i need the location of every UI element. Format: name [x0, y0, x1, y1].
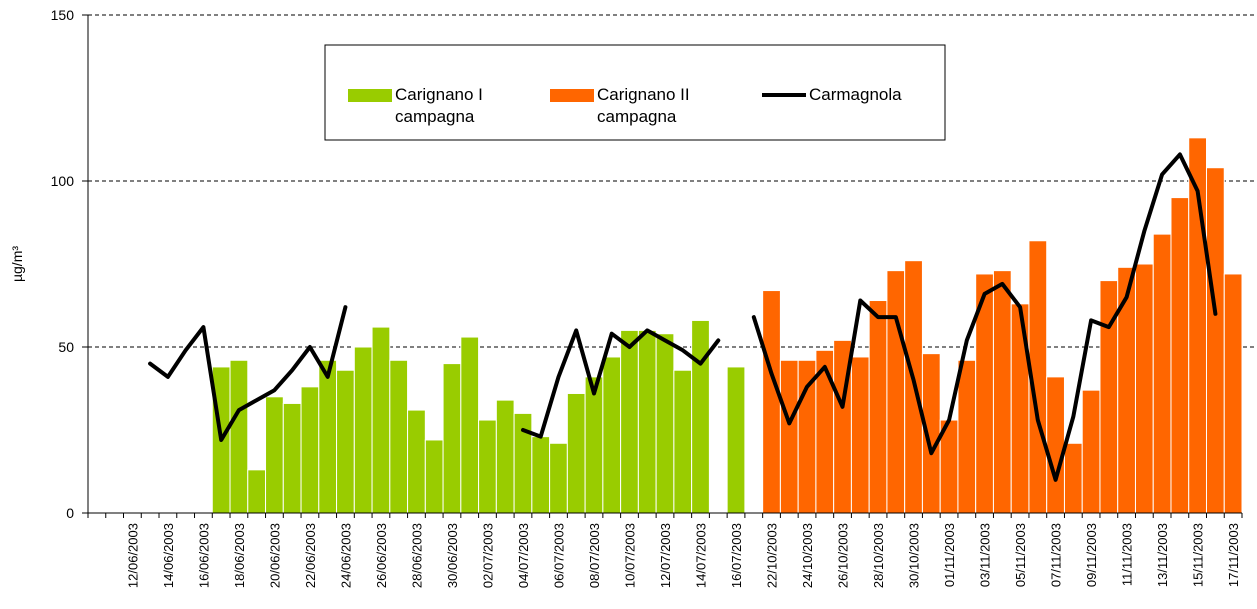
bar [602, 356, 622, 514]
y-tick-label: 50 [58, 339, 74, 355]
x-tick-label: 16/06/2003 [196, 523, 211, 588]
bar [726, 366, 746, 514]
bar [318, 359, 338, 514]
line [148, 152, 1218, 482]
x-tick-label: 03/11/2003 [978, 523, 993, 587]
x-tick-label: 04/07/2003 [516, 523, 531, 588]
bar [637, 329, 657, 514]
bar [353, 346, 373, 514]
bar [407, 409, 426, 514]
x-tick-label: 07/11/2003 [1049, 523, 1064, 587]
x-tick-label: 14/06/2003 [161, 523, 176, 588]
x-tick-label: 24/10/2003 [800, 523, 815, 588]
legend-label: Carignano I campagna [395, 85, 483, 126]
bar [1205, 167, 1225, 514]
bar [247, 469, 267, 514]
bar [620, 329, 639, 514]
x-tick-label: 10/07/2003 [622, 523, 637, 588]
bar [265, 396, 284, 514]
bar [371, 326, 391, 514]
bar [282, 402, 302, 514]
bar [478, 419, 497, 514]
bar [300, 386, 320, 514]
x-tick-label: 08/07/2003 [587, 523, 602, 588]
y-tick-label: 150 [51, 7, 75, 23]
bar [424, 439, 444, 514]
bar [229, 359, 249, 514]
y-axis-label: µg/m³ [9, 246, 25, 282]
x-tick-label: 24/06/2003 [338, 523, 353, 588]
bar [566, 392, 586, 514]
bar [1134, 263, 1154, 514]
x-tick-label: 13/11/2003 [1155, 523, 1170, 587]
x-tick-label: 28/06/2003 [409, 523, 424, 588]
bar [762, 290, 781, 514]
x-tick-label: 30/06/2003 [445, 523, 460, 588]
y-tick-label: 0 [66, 505, 74, 521]
bar [495, 399, 515, 514]
bar [584, 376, 604, 514]
x-tick-label: 02/07/2003 [480, 523, 495, 588]
bar [957, 359, 977, 514]
bar [531, 436, 551, 514]
x-tick-label: 06/07/2003 [551, 523, 566, 588]
bar [442, 363, 462, 514]
legend-label: Carmagnola [809, 85, 902, 104]
bar [336, 369, 355, 514]
bar [1063, 442, 1083, 514]
bar [1170, 197, 1190, 514]
bar [1152, 233, 1172, 514]
bar [460, 336, 480, 514]
x-tick-label: 22/06/2003 [303, 523, 318, 588]
x-tick-label: 22/10/2003 [765, 523, 780, 588]
x-tick-label: 05/11/2003 [1013, 523, 1028, 587]
x-tick-label: 26/06/2003 [374, 523, 389, 588]
bar [797, 359, 817, 514]
bar [1046, 376, 1065, 514]
x-tick-label: 14/07/2003 [694, 523, 709, 588]
x-tick-label: 17/11/2003 [1226, 523, 1241, 587]
legend-swatch [348, 89, 392, 102]
bar [673, 369, 693, 514]
bar [850, 356, 870, 514]
x-tick-label: 20/06/2003 [267, 523, 282, 588]
bar [886, 270, 906, 514]
bar [779, 359, 799, 514]
bar [1081, 389, 1101, 514]
x-tick-label: 01/11/2003 [942, 523, 957, 587]
x-tick-label: 18/06/2003 [232, 523, 247, 588]
x-tick-label: 30/10/2003 [907, 523, 922, 588]
x-tick-label: 28/10/2003 [871, 523, 886, 588]
legend-swatch [550, 89, 594, 102]
bar [691, 319, 710, 514]
x-tick-label: 11/11/2003 [1120, 523, 1135, 586]
x-tick-label: 26/10/2003 [836, 523, 851, 588]
x-tick-label: 12/07/2003 [658, 523, 673, 588]
y-tick-label: 100 [51, 173, 75, 189]
x-tick-label: 16/07/2003 [729, 523, 744, 588]
bar [389, 359, 409, 514]
bar [1223, 273, 1243, 514]
x-tick-label: 12/06/2003 [125, 523, 140, 588]
legend-box [324, 44, 946, 141]
bar [549, 442, 568, 514]
bar [992, 270, 1012, 514]
bar [868, 300, 888, 514]
x-tick-label: 15/11/2003 [1191, 523, 1206, 587]
legend-label: Carignano II campagna [597, 85, 690, 126]
x-tick-label: 09/11/2003 [1084, 523, 1099, 587]
bar [655, 333, 675, 514]
